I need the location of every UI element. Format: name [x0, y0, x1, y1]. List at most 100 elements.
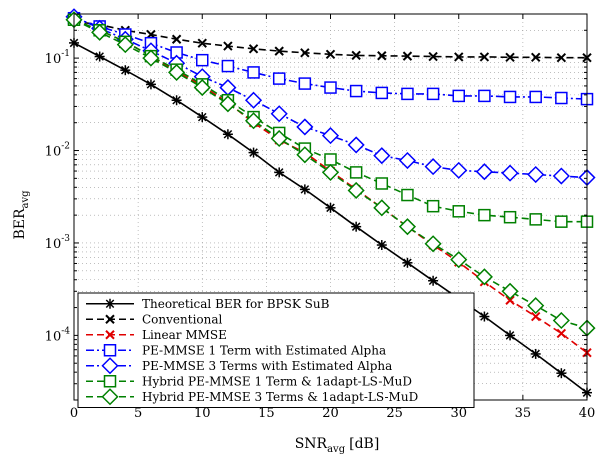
- legend-label: Hybrid PE-MMSE 1 Term & 1adapt-LS-MuD: [142, 374, 412, 388]
- data-point: [552, 167, 570, 185]
- legend-label: PE-MMSE 3 Terms with Estimated Alpha: [142, 359, 392, 373]
- x-tick-label: 10: [194, 406, 211, 421]
- data-point: [120, 65, 131, 76]
- y-tick-labels: 10-410-310-210-1: [45, 49, 71, 344]
- data-point: [321, 127, 340, 145]
- legend-entry: Theoretical BER for BPSK SuB: [86, 297, 330, 311]
- data-point: [452, 89, 465, 103]
- y-tick-label: 10-4: [45, 326, 71, 344]
- series-line: [73, 16, 588, 179]
- data-point: [527, 165, 545, 184]
- data-point: [324, 153, 337, 166]
- legend-marker: [105, 298, 115, 309]
- data-point: [428, 51, 438, 62]
- x-tick-label: 30: [450, 406, 467, 421]
- x-tick-label: 25: [386, 406, 403, 421]
- data-point: [197, 112, 208, 123]
- legend-label: Conventional: [142, 312, 223, 326]
- data-point: [324, 81, 337, 94]
- data-point: [373, 147, 391, 165]
- data-point: [94, 51, 105, 62]
- x-tick-label: 20: [322, 406, 339, 421]
- legend: Theoretical BER for BPSK SuBConventional…: [77, 292, 475, 408]
- y-tick-base: 10: [45, 237, 62, 252]
- data-point: [219, 95, 237, 113]
- data-point: [270, 105, 288, 123]
- data-point: [454, 52, 464, 62]
- data-point: [552, 311, 570, 330]
- data-point: [478, 89, 491, 103]
- data-point: [296, 146, 314, 164]
- data-point: [398, 218, 417, 236]
- legend-label: Theoretical BER for BPSK SuB: [142, 297, 330, 311]
- data-point: [505, 52, 515, 63]
- y-axis-label-main: BER: [12, 208, 28, 240]
- data-point: [248, 147, 259, 158]
- data-point: [91, 23, 109, 41]
- data-point: [274, 167, 285, 178]
- data-point: [424, 158, 442, 176]
- y-tick-base: 10: [45, 329, 62, 344]
- data-point: [401, 188, 414, 202]
- legend-label: PE-MMSE 1 Term with Estimated Alpha: [142, 343, 386, 357]
- data-point: [402, 51, 413, 61]
- data-point: [402, 257, 413, 268]
- y-tick-base: 10: [45, 52, 62, 67]
- data-point: [424, 235, 442, 253]
- data-point: [501, 164, 519, 182]
- data-point: [349, 84, 363, 98]
- legend-box: [77, 292, 475, 408]
- data-point: [479, 311, 490, 322]
- legend-label: Linear MMSE: [142, 328, 227, 342]
- legend-entry: Hybrid PE-MMSE 1 Term & 1adapt-LS-MuD: [86, 374, 412, 388]
- legend-marker: [105, 330, 115, 340]
- data-point: [244, 91, 263, 109]
- data-point: [347, 181, 365, 200]
- data-point: [325, 49, 336, 59]
- y-tick-exponent: -3: [61, 234, 70, 244]
- data-point: [555, 215, 568, 228]
- y-tick-label: 10-1: [45, 49, 70, 67]
- data-point: [475, 163, 493, 181]
- data-point: [426, 87, 440, 101]
- series-2: [69, 16, 592, 63]
- x-tick-label: 15: [258, 406, 275, 421]
- x-tick-label: 35: [515, 406, 532, 421]
- data-point: [556, 368, 567, 379]
- data-point: [478, 208, 491, 222]
- data-point: [450, 161, 468, 179]
- data-point: [503, 210, 517, 224]
- data-point: [168, 63, 186, 81]
- x-tick-label: 5: [134, 406, 142, 421]
- data-point: [325, 202, 336, 213]
- legend-entry: Linear MMSE: [86, 328, 227, 342]
- data-point: [142, 49, 160, 67]
- legend-label: Hybrid PE-MMSE 3 Terms & 1adapt-LS-MuD: [142, 390, 418, 404]
- data-point: [450, 251, 468, 269]
- legend-entry: Hybrid PE-MMSE 3 Terms & 1adapt-LS-MuD: [86, 388, 418, 406]
- x-axis-label-unit: [dB]: [349, 436, 379, 452]
- legend-marker: [101, 357, 119, 375]
- data-point: [555, 91, 568, 105]
- data-point: [376, 240, 387, 251]
- data-point: [300, 48, 310, 58]
- x-axis-label: SNRavg [dB]: [295, 436, 380, 455]
- data-point: [452, 205, 465, 218]
- data-point: [505, 330, 516, 341]
- data-point: [428, 275, 439, 286]
- legend-marker: [101, 388, 119, 406]
- y-axis-label-sub: avg: [20, 190, 31, 209]
- legend-marker: [103, 375, 117, 388]
- data-point: [171, 95, 182, 106]
- y-tick-exponent: -1: [61, 49, 70, 59]
- data-point: [296, 118, 314, 136]
- data-point: [373, 199, 391, 217]
- y-axis-label: BERavg: [12, 190, 31, 240]
- data-point: [479, 52, 490, 62]
- legend-entry: Conventional: [86, 312, 223, 326]
- data-point: [247, 66, 260, 79]
- data-point: [116, 36, 134, 54]
- x-axis-label-main: SNR: [295, 436, 328, 452]
- legend-entry: PE-MMSE 1 Term with Estimated Alpha: [86, 343, 386, 357]
